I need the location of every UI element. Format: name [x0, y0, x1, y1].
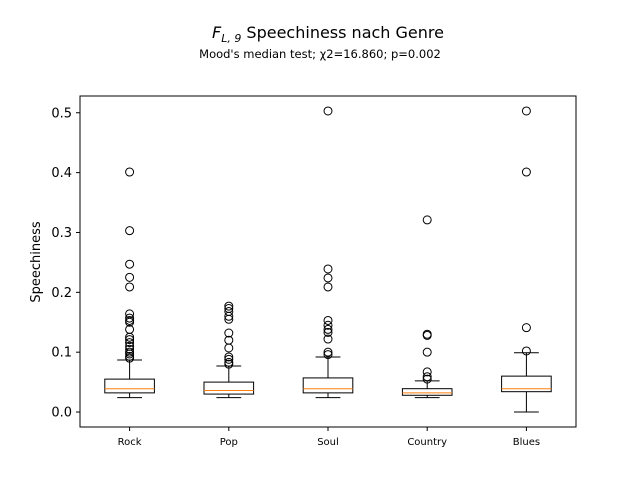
iqr-box — [104, 378, 155, 394]
title-subscript: L, 9 — [221, 32, 241, 45]
outlier-point — [125, 282, 135, 292]
outlier-point — [125, 259, 135, 269]
outlier-point — [521, 323, 531, 333]
outlier-point — [224, 343, 234, 353]
outlier-point — [323, 347, 333, 357]
y-tick-label: 0.5 — [51, 106, 72, 121]
outlier-point — [323, 106, 333, 116]
outlier-point — [125, 315, 135, 325]
outlier-point — [125, 351, 135, 361]
outlier-point — [422, 367, 432, 377]
outlier-point — [323, 282, 333, 292]
svg-text:FL, 9 Speechiness nach Genre: FL, 9 Speechiness nach Genre — [212, 23, 444, 45]
box-group-blues — [501, 106, 552, 413]
iqr-box — [401, 388, 453, 396]
box-group-country — [401, 215, 453, 399]
outlier-point — [323, 320, 333, 330]
outlier-point — [224, 306, 234, 316]
box-group-pop — [203, 301, 255, 399]
y-axis-label: Speechiness — [29, 221, 44, 303]
x-tick-label: Pop — [220, 437, 238, 448]
outlier-point — [323, 264, 333, 274]
y-tick-label: 0.4 — [51, 166, 72, 181]
outlier-point — [224, 352, 234, 362]
x-tick-label: Blues — [513, 437, 540, 448]
outlier-point — [422, 329, 432, 339]
box-group-soul — [302, 106, 354, 399]
outlier-point — [125, 167, 135, 177]
outlier-point — [323, 315, 333, 325]
outlier-point — [224, 328, 234, 338]
outlier-point — [125, 344, 135, 354]
x-tick-label: Rock — [118, 437, 142, 448]
plot-marks — [104, 106, 552, 413]
outlier-point — [224, 354, 234, 364]
chart-title: FL, 9 Speechiness nach Genre — [212, 23, 444, 45]
outlier-point — [224, 301, 234, 311]
y-tick-label: 0.0 — [51, 406, 72, 421]
iqr-box — [302, 377, 354, 394]
outlier-point — [521, 106, 531, 116]
outlier-point — [224, 357, 234, 367]
y-tick-label: 0.2 — [51, 286, 72, 301]
outlier-point — [224, 303, 234, 313]
outlier-point — [323, 273, 333, 283]
box-group-rock — [104, 167, 155, 399]
outlier-point — [323, 334, 333, 344]
outlier-point — [125, 347, 135, 357]
outlier-point — [422, 372, 432, 382]
y-tick-label: 0.3 — [51, 226, 72, 241]
outlier-point — [521, 346, 531, 356]
outlier-point — [125, 335, 135, 345]
outlier-point — [323, 350, 333, 360]
outlier-point — [125, 309, 135, 319]
y-tick-label: 0.1 — [51, 346, 72, 361]
outlier-point — [125, 313, 135, 323]
chart-subtitle: Mood's median test; χ2=16.860; p=0.002 — [199, 47, 441, 61]
iqr-box — [203, 381, 255, 395]
x-axis: Rock Pop Soul Country Blues — [118, 427, 540, 448]
outlier-point — [422, 347, 432, 357]
title-text: Speechiness nach Genre — [241, 23, 444, 42]
outlier-point — [125, 338, 135, 348]
y-axis: 0.0 0.1 0.2 0.3 0.4 0.5 — [51, 106, 80, 421]
outlier-point — [323, 327, 333, 337]
outlier-point — [125, 324, 135, 334]
outlier-point — [224, 335, 234, 345]
outlier-point — [323, 324, 333, 334]
outlier-point — [422, 374, 432, 384]
iqr-box — [501, 375, 552, 393]
outlier-point — [521, 167, 531, 177]
outlier-point — [125, 226, 135, 236]
outlier-point — [125, 272, 135, 282]
x-tick-label: Country — [407, 437, 447, 448]
outlier-point — [125, 341, 135, 351]
x-tick-label: Soul — [317, 437, 339, 448]
title-prefix: F — [212, 23, 222, 42]
outlier-point — [422, 215, 432, 225]
